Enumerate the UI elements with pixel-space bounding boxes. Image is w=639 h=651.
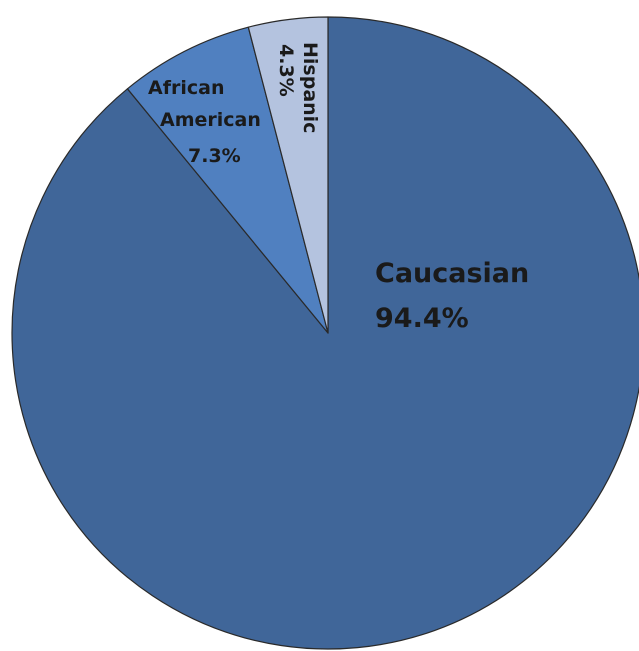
label-caucasian-name: Caucasian [375,258,529,289]
label-hispanic-name: Hispanic [299,42,321,133]
label-african-american-value: 7.3% [188,145,241,167]
label-caucasian-value: 94.4% [375,303,469,334]
pie-slice-caucasian [11,16,639,650]
pie-slice-hispanic [247,16,329,334]
label-african-american-line1: African [148,77,224,99]
pie-slices [11,16,639,650]
pie-slice-african-american [126,26,329,334]
label-hispanic-value: 4.3% [275,44,297,97]
label-african-american-line2: American [160,109,261,131]
